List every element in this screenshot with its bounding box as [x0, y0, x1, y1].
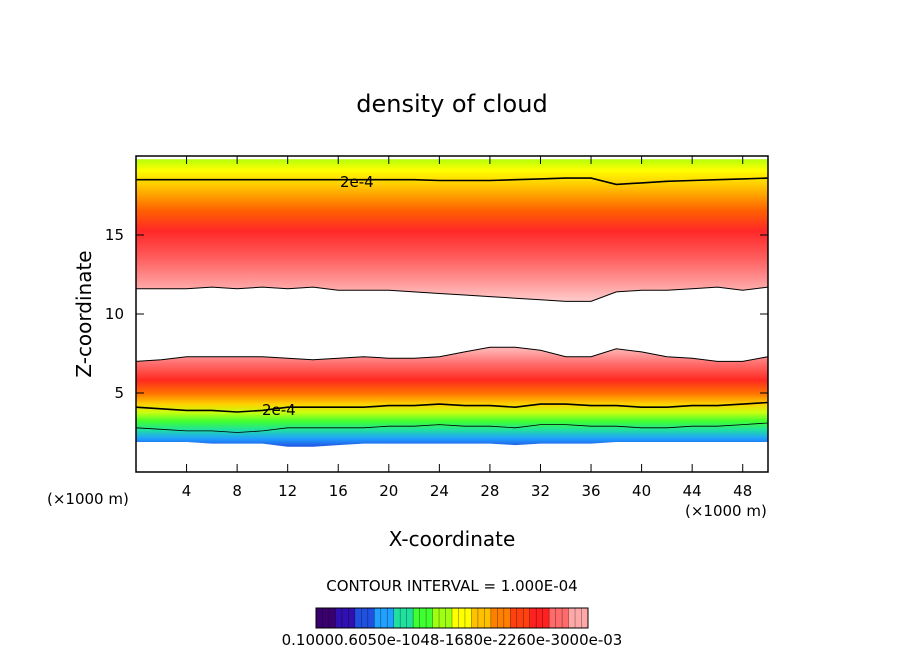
x-tick-label: 48 — [733, 482, 752, 500]
colorbar — [315, 607, 589, 629]
colorbar-swatch — [432, 608, 453, 628]
x-tick-label: 20 — [379, 482, 398, 500]
x-unit-label: (×1000 m) — [47, 490, 129, 508]
x-tick-label: 32 — [531, 482, 550, 500]
x-tick-label: 36 — [581, 482, 600, 500]
y-tick-label: 5 — [114, 384, 124, 402]
y-unit-label: (×1000 m) — [685, 502, 767, 520]
colorbar-swatch — [354, 608, 375, 628]
x-tick-label: 12 — [278, 482, 297, 500]
colorbar-labels: 0.10000.6050e-1048-1680e-2260e-3000e-03 — [282, 631, 623, 649]
contour-fills — [136, 159, 768, 447]
chart-title: density of cloud — [356, 90, 547, 118]
colorbar-swatch — [452, 608, 472, 628]
colorbar-swatch — [510, 608, 531, 628]
lower-cloud-band — [136, 347, 768, 447]
colorbar-swatch — [393, 608, 414, 628]
colorbar-swatch — [471, 608, 492, 628]
colorbar-frame — [315, 607, 589, 629]
y-axis-label: Z-coordinate — [72, 250, 96, 377]
y-tick-label: 15 — [105, 226, 124, 244]
colorbar-swatch — [374, 608, 395, 628]
colorbar-swatch — [549, 608, 570, 628]
upper-cloud-band — [136, 159, 768, 302]
lower-contour-minor — [135, 422, 769, 433]
contour-label-upper: 2e-4 — [340, 173, 374, 191]
x-tick-label: 8 — [232, 482, 242, 500]
colorbar-swatch — [490, 608, 511, 628]
x-axis-ticks: 4 8 12 16 20 24 28 32 36 40 44 48 — [182, 156, 752, 500]
upper-cloud-edge — [136, 286, 769, 302]
x-tick-label: 4 — [182, 482, 192, 500]
upper-contour-2e-4 — [136, 177, 769, 186]
x-tick-label: 40 — [632, 482, 651, 500]
x-tick-label: 16 — [329, 482, 348, 500]
contour-interval-text: CONTOUR INTERVAL = 1.000E-04 — [326, 577, 577, 595]
contour-label-lower: 2e-4 — [262, 401, 296, 419]
x-tick-label: 44 — [683, 482, 702, 500]
contour-lines — [135, 177, 769, 433]
colorbar-swatch — [413, 608, 434, 628]
x-tick-label: 24 — [430, 482, 449, 500]
colorbar-swatch — [568, 608, 589, 628]
y-axis-ticks: 5 10 15 — [105, 226, 768, 402]
colorbar-swatch — [529, 608, 550, 628]
colorbar-swatch — [335, 608, 356, 628]
lower-cloud-edge — [135, 346, 769, 362]
y-tick-label: 10 — [105, 305, 124, 323]
x-axis-label: X-coordinate — [389, 527, 516, 551]
x-tick-label: 28 — [480, 482, 499, 500]
colorbar-swatch — [316, 608, 336, 628]
lower-contour-2e-4 — [135, 401, 769, 413]
